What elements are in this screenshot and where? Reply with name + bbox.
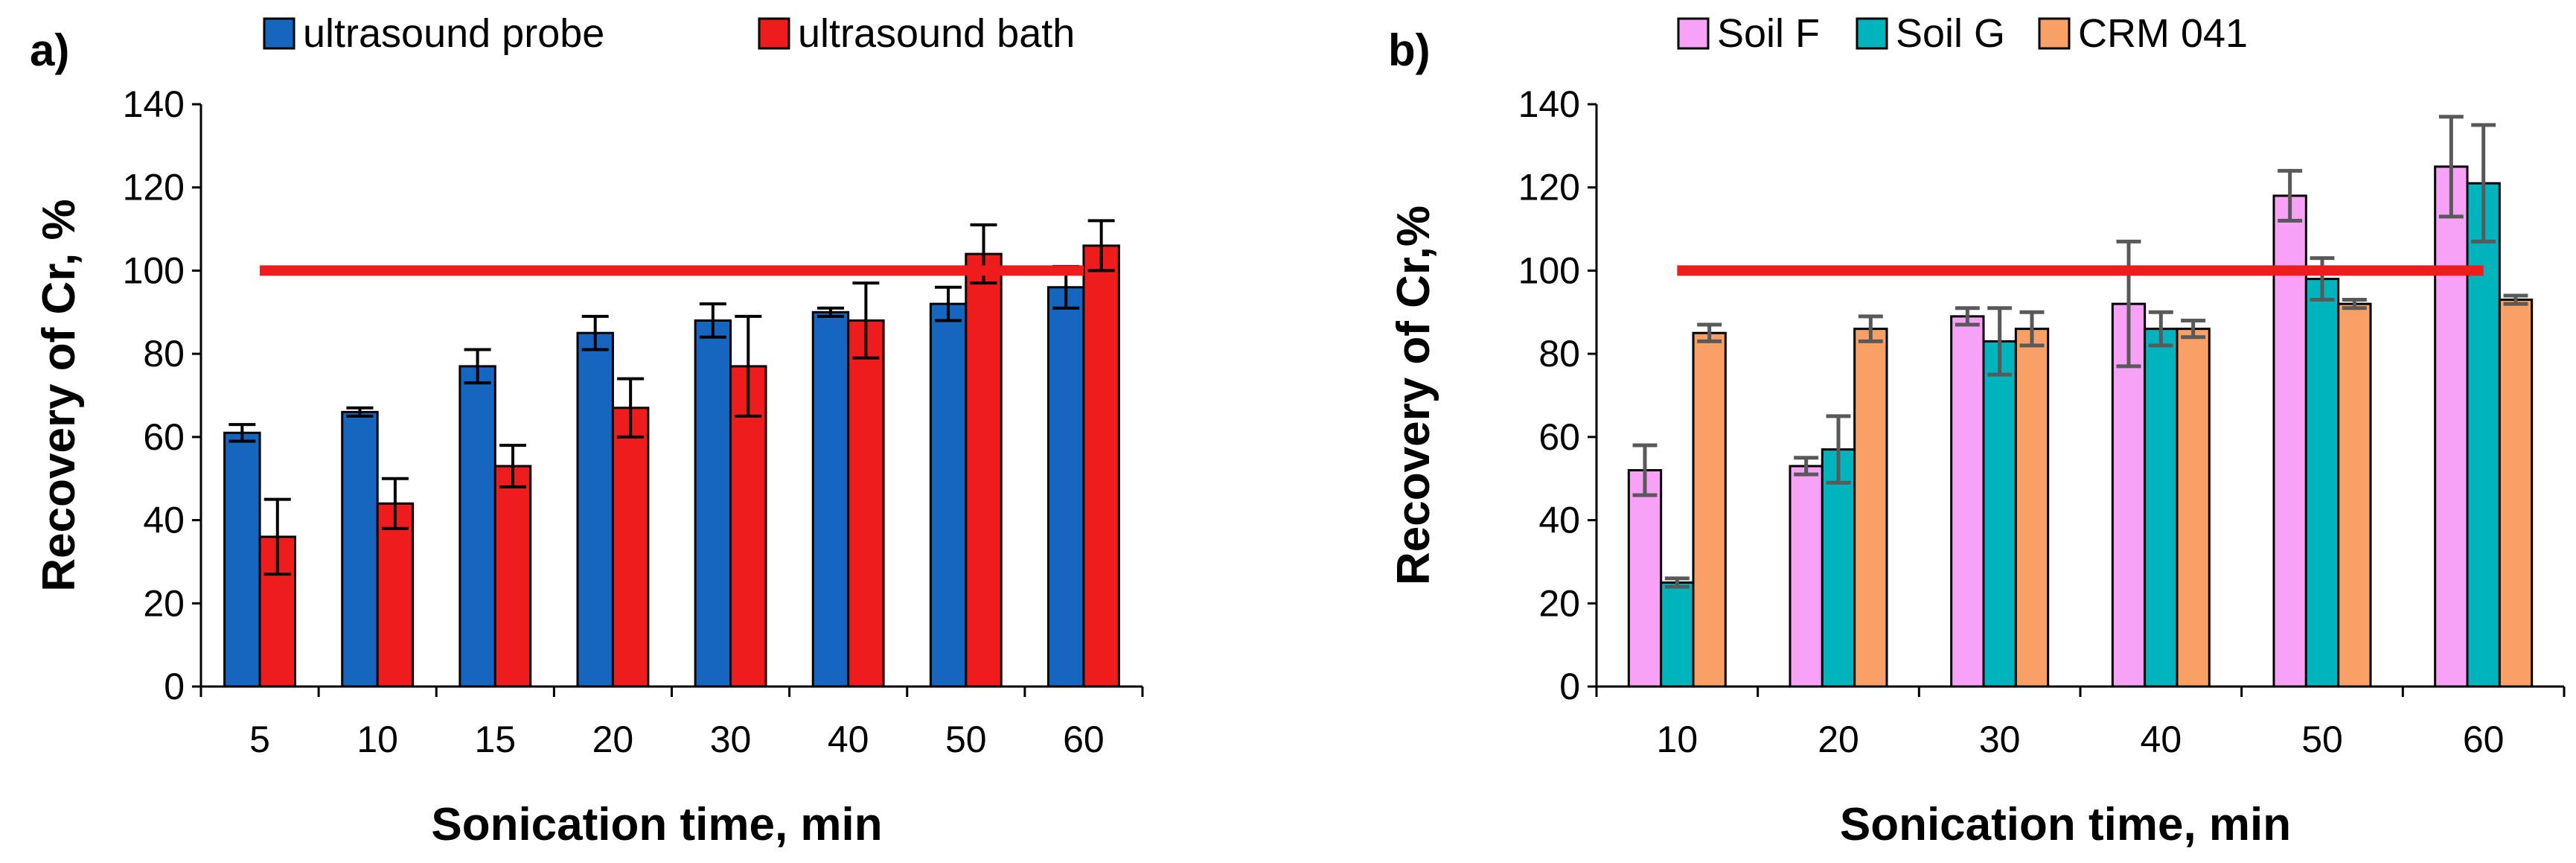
legend-swatch bbox=[2038, 17, 2071, 50]
bar bbox=[694, 319, 732, 688]
y-tick-label: 20 bbox=[1538, 582, 1580, 624]
bar bbox=[376, 502, 415, 688]
x-tick-label: 50 bbox=[945, 719, 987, 760]
panel-label: a) bbox=[30, 25, 69, 75]
y-tick-label: 40 bbox=[1538, 500, 1580, 541]
y-tick-label: 140 bbox=[1518, 83, 1580, 125]
bar bbox=[1789, 465, 1824, 688]
bar bbox=[1627, 469, 1663, 688]
bar bbox=[1082, 244, 1120, 688]
bar bbox=[458, 365, 496, 688]
x-tick-label: 50 bbox=[2301, 719, 2343, 760]
x-tick-label: 10 bbox=[1657, 719, 1698, 760]
panel-label: b) bbox=[1388, 25, 1431, 75]
y-tick-label: 100 bbox=[123, 249, 185, 291]
x-tick-label: 20 bbox=[1818, 719, 1859, 760]
x-tick-label: 60 bbox=[2463, 719, 2505, 760]
x-tick-label: 15 bbox=[475, 719, 517, 760]
bar bbox=[1692, 331, 1727, 688]
y-tick-label: 80 bbox=[1538, 333, 1580, 375]
bar bbox=[2434, 165, 2469, 688]
y-axis-title: Recovery of Cr, % bbox=[33, 199, 85, 591]
legend-label: Soil G bbox=[1896, 11, 2005, 56]
bar bbox=[341, 410, 379, 688]
bar bbox=[2014, 328, 2050, 688]
bar bbox=[811, 311, 850, 688]
panel-b-chart: 0 20 40 60 80 100 120 140 10 20 30 40 50 60 Sonication… bbox=[1388, 11, 2566, 850]
bar bbox=[2176, 328, 2211, 688]
x-tick-label: 20 bbox=[592, 719, 634, 760]
bar bbox=[1047, 286, 1085, 688]
y-axis-title: Recovery of Cr,% bbox=[1388, 206, 1439, 585]
bar bbox=[2498, 299, 2534, 688]
y-tick-label: 60 bbox=[143, 416, 185, 458]
x-tick-label: 30 bbox=[710, 719, 752, 760]
bar bbox=[1982, 340, 2017, 688]
legend-swatch bbox=[263, 17, 295, 50]
bar bbox=[611, 407, 650, 688]
y-tick-label: 120 bbox=[123, 167, 185, 208]
bar bbox=[2304, 278, 2340, 688]
y-tick-label: 20 bbox=[143, 582, 185, 624]
bar bbox=[1853, 328, 1888, 688]
x-tick-label: 30 bbox=[1979, 719, 2021, 760]
y-tick-label: 0 bbox=[164, 666, 185, 707]
bar bbox=[493, 465, 532, 688]
x-tick-label: 10 bbox=[357, 719, 398, 760]
bar bbox=[965, 252, 1003, 688]
bar bbox=[2337, 302, 2372, 688]
legend-swatch bbox=[758, 17, 790, 50]
bar bbox=[2144, 328, 2179, 688]
legend-label: ultrasound bath bbox=[798, 11, 1075, 56]
y-tick-label: 60 bbox=[1538, 416, 1580, 458]
legend-label: CRM 041 bbox=[2078, 11, 2248, 56]
bar bbox=[223, 431, 261, 688]
bar bbox=[1950, 315, 1985, 688]
legend-label: Soil F bbox=[1717, 11, 1820, 56]
y-tick-label: 120 bbox=[1518, 167, 1580, 208]
y-tick-label: 80 bbox=[143, 333, 185, 375]
x-tick-label: 40 bbox=[2141, 719, 2182, 760]
bar bbox=[1821, 448, 1856, 688]
x-axis-title: Sonication time, min bbox=[1840, 799, 2291, 850]
legend-swatch bbox=[1856, 17, 1888, 50]
x-axis-title: Sonication time, min bbox=[431, 799, 882, 850]
bar bbox=[576, 331, 614, 688]
bar bbox=[1660, 581, 1695, 688]
legend-swatch bbox=[1677, 17, 1710, 50]
legend-label: ultrasound probe bbox=[303, 11, 604, 56]
x-tick-label: 60 bbox=[1063, 719, 1105, 760]
bar bbox=[929, 302, 968, 688]
y-tick-label: 140 bbox=[123, 83, 185, 125]
x-tick-label: 5 bbox=[249, 719, 270, 760]
y-tick-label: 0 bbox=[1559, 666, 1580, 707]
panel-a-chart: 0 20 40 60 80 100 120 140 5 10 15 20 30 40 50 60 Sonicat… bbox=[30, 11, 1144, 850]
bar bbox=[2466, 182, 2501, 688]
y-tick-label: 40 bbox=[143, 500, 185, 541]
y-tick-label: 100 bbox=[1518, 249, 1580, 291]
x-tick-label: 40 bbox=[828, 719, 869, 760]
bar bbox=[847, 319, 885, 688]
